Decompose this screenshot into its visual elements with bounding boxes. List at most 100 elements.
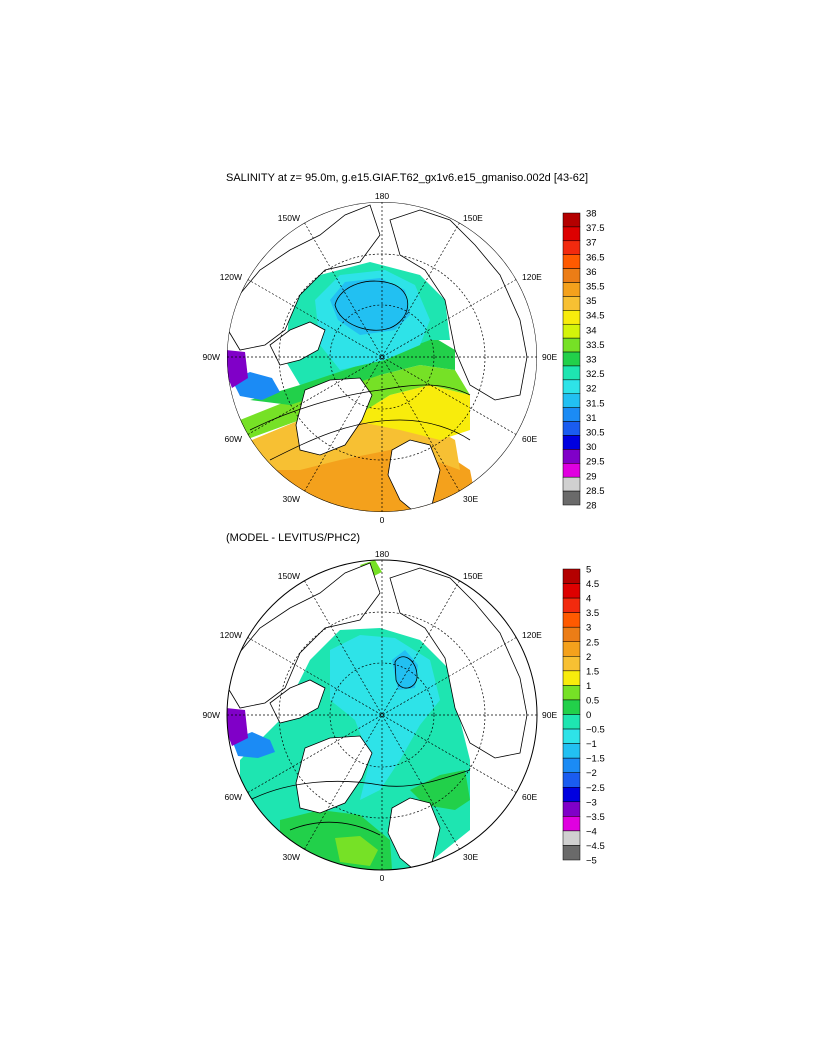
colorbar-swatch	[562, 743, 581, 759]
colorbar-swatch	[562, 212, 581, 228]
colorbar-tick-label: 28.5	[586, 486, 605, 497]
colorbar-swatch	[562, 490, 581, 506]
colorbar-tick-label: −3.5	[586, 812, 605, 823]
colorbar-tick-label: 3	[586, 623, 591, 634]
colorbar-swatch	[562, 226, 581, 242]
meridian-label-120w: 120W	[220, 272, 242, 282]
colorbar-swatch	[562, 583, 581, 599]
colorbar-tick-label: 29	[586, 471, 597, 482]
colorbar-tick-label: 29.5	[586, 457, 605, 468]
diff-minus3-region	[227, 708, 248, 746]
colorbar-tick-label: −0.5	[586, 725, 605, 736]
colorbar-tick-label: 4	[586, 594, 591, 605]
colorbar-tick-label: 28	[586, 501, 597, 512]
greenland-land	[295, 735, 373, 814]
siberia-land	[389, 567, 528, 759]
meridian-label-30w: 30W	[283, 852, 300, 862]
meridian-label-0: 0	[380, 515, 385, 525]
colorbar-swatch	[562, 296, 581, 311]
meridian-label-60w: 60W	[225, 434, 242, 444]
salinity-polar-map: 180 0 90W 90E 150W 150E 120W 120E 60W 60…	[203, 191, 558, 525]
salinity-plot-title: SALINITY at z= 95.0m, g.e15.GIAF.T62_gx1…	[226, 172, 589, 184]
graticule	[227, 202, 537, 512]
colorbar-swatch	[562, 757, 581, 773]
colorbar-swatch	[562, 310, 581, 325]
salinity-29_5-region	[227, 350, 248, 388]
meridian-label-60e: 60E	[522, 434, 537, 444]
colorbar-tick-label: 2	[586, 652, 591, 663]
colorbar-swatch	[562, 476, 581, 492]
colorbar-swatch	[562, 240, 581, 255]
colorbar-tick-label: 37	[586, 238, 597, 249]
meridian-label-180: 180	[375, 191, 389, 201]
colorbar-tick-label: 35	[586, 296, 597, 307]
meridian-label-60e: 60E	[522, 792, 537, 802]
colorbar-tick-label: 4.5	[586, 579, 599, 590]
alaska-canada-land	[227, 204, 381, 351]
meridian-label-90w: 90W	[203, 352, 220, 362]
meridian-label-90w: 90W	[203, 710, 220, 720]
colorbar-swatch	[562, 407, 581, 422]
graticule	[227, 560, 537, 870]
colorbar-tick-label: −4.5	[586, 841, 605, 852]
meridian-label-30w: 30W	[283, 494, 300, 504]
colorbar-tick-label: −2.5	[586, 783, 605, 794]
colorbar-swatch	[562, 656, 581, 672]
meridian-label-120e: 120E	[522, 630, 542, 640]
colorbar-tick-label: 37.5	[586, 223, 605, 234]
colorbar-tick-label: 1.5	[586, 666, 599, 677]
colorbar-tick-label: 38	[586, 209, 597, 220]
colorbar-swatch	[562, 670, 581, 686]
colorbar-tick-label: −1	[586, 739, 597, 750]
colorbar-swatch	[562, 393, 581, 408]
colorbar-swatch	[562, 365, 581, 381]
colorbar-swatch	[562, 830, 581, 846]
colorbar-swatch	[562, 787, 581, 803]
colorbar-swatch	[562, 641, 581, 657]
meridian-label-30e: 30E	[463, 494, 478, 504]
colorbar-tick-label: 32.5	[586, 369, 605, 380]
colorbar-tick-label: 2.5	[586, 637, 599, 648]
diff-0_5-region	[335, 836, 378, 866]
colorbar-swatch	[562, 421, 581, 436]
colorbar-swatch	[562, 845, 581, 861]
difference-colorbar: 5 4.5 4 3.5 3 2.5 2 1.5 1 0.5 0 −0.5 −1 −1.5 −2 −2.5 −3 −…	[562, 565, 605, 867]
baffin-islands-land	[269, 679, 326, 724]
difference-plot-title: (MODEL - LEVITUS/PHC2)	[226, 532, 361, 544]
colorbar-tick-label: 31.5	[586, 398, 605, 409]
meridian-label-90e: 90E	[542, 352, 557, 362]
colorbar-tick-label: 1	[586, 681, 591, 692]
meridian-label-90e: 90E	[542, 710, 557, 720]
colorbar-tick-label: 32	[586, 384, 597, 395]
colorbar-tick-label: 5	[586, 565, 591, 576]
colorbar-tick-label: −2	[586, 768, 597, 779]
colorbar-swatch	[562, 268, 581, 283]
colorbar-swatch	[562, 685, 581, 701]
colorbar-swatch	[562, 772, 581, 788]
colorbar-tick-label: 33	[586, 355, 597, 366]
meridian-label-150w: 150W	[278, 571, 300, 581]
colorbar-tick-label: 30	[586, 442, 597, 453]
colorbar-swatch	[562, 435, 581, 450]
meridian-label-30e: 30E	[463, 852, 478, 862]
meridian-label-150e: 150E	[463, 571, 483, 581]
meridian-label-120w: 120W	[220, 630, 242, 640]
colorbar-swatch	[562, 282, 581, 297]
colorbar-swatch	[562, 568, 581, 584]
colorbar-tick-label: 31	[586, 413, 597, 424]
siberia-land	[389, 209, 528, 401]
colorbar-tick-label: 35.5	[586, 282, 605, 293]
colorbar-swatch	[562, 463, 581, 478]
colorbar-swatch	[562, 254, 581, 269]
colorbar-swatch	[562, 612, 581, 628]
meridian-label-150e: 150E	[463, 213, 483, 223]
diff-minus1_5-region	[392, 650, 418, 690]
baffin-islands-land	[269, 321, 326, 366]
colorbar-tick-label: −4	[586, 826, 597, 837]
colorbar-tick-label: −5	[586, 856, 597, 867]
colorbar-tick-label: 34	[586, 325, 597, 336]
colorbar-tick-label: 0.5	[586, 695, 599, 706]
colorbar-swatch	[562, 597, 581, 613]
colorbar-tick-label: −3	[586, 797, 597, 808]
